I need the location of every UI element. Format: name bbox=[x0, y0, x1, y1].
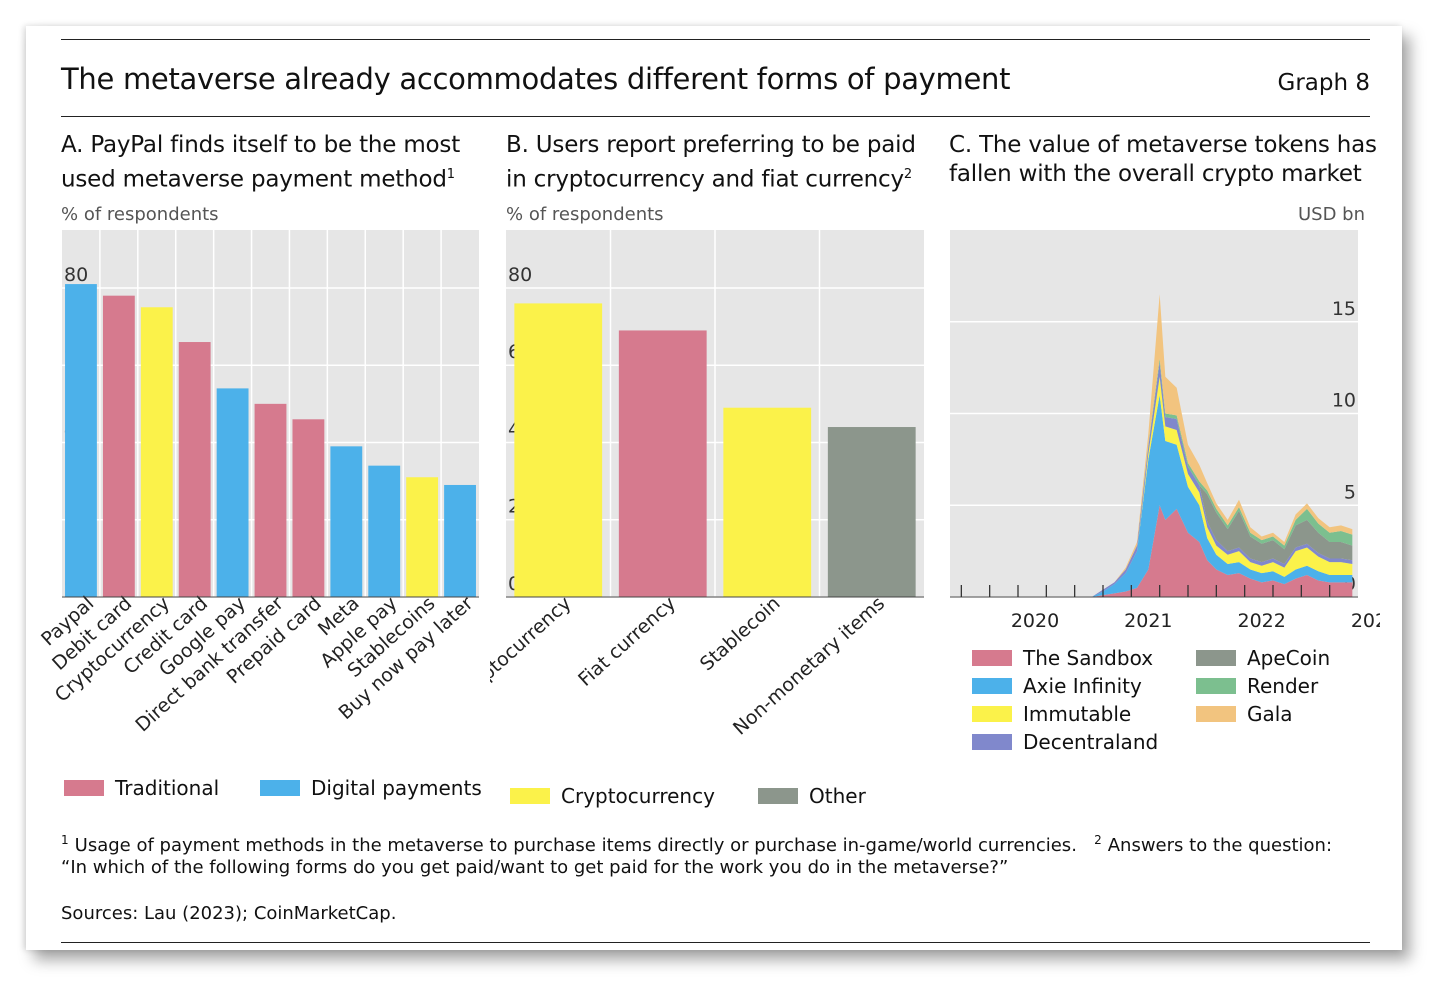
legend-swatch bbox=[510, 788, 550, 804]
legend-label: Digital payments bbox=[311, 776, 482, 800]
legend-traditional: Traditional bbox=[64, 776, 219, 800]
legend-label: Other bbox=[809, 784, 866, 808]
legend-swatch bbox=[260, 780, 300, 796]
panel-a-bar bbox=[330, 446, 363, 597]
panel-a-bar bbox=[102, 295, 135, 597]
legend-label: Axie Infinity bbox=[1023, 674, 1142, 698]
legend-digital-payments: Digital payments bbox=[260, 776, 482, 800]
panel-c-xtick-label: 2022 bbox=[1237, 610, 1285, 632]
panel-c-xtick-label: 2021 bbox=[1124, 610, 1172, 632]
legend-swatch bbox=[972, 678, 1012, 694]
panel-b-title-line2: in cryptocurrency and fiat currency bbox=[506, 166, 904, 193]
panel-a-bar bbox=[444, 484, 476, 597]
footnote-ref-2: 2 bbox=[903, 167, 912, 182]
panel-c-xtick-label: 2023 bbox=[1351, 610, 1380, 632]
panel-b-bar bbox=[618, 330, 707, 597]
panel-b-unit: % of respondents bbox=[506, 204, 664, 225]
legend-swatch bbox=[972, 706, 1012, 722]
panel-b-bar bbox=[514, 303, 603, 597]
panel-b-title: B. Users report preferring to be paid in… bbox=[506, 131, 916, 195]
legend-swatch bbox=[758, 788, 798, 804]
footnote-1-line: 1 Usage of payment methods in the metaver… bbox=[61, 826, 1332, 860]
panel-b-xtick-label: Stablecoin bbox=[696, 592, 785, 675]
panel-a-bar bbox=[406, 477, 439, 597]
legend-render: Render bbox=[1196, 674, 1318, 698]
legend-label: Gala bbox=[1247, 702, 1293, 726]
panel-a-bar bbox=[140, 307, 173, 597]
panel-b-bar bbox=[827, 427, 916, 597]
panel-a-unit: % of respondents bbox=[61, 204, 219, 225]
legend-label: The Sandbox bbox=[1023, 646, 1154, 670]
legend-other: Other bbox=[758, 784, 866, 808]
footnote-2-question: “In which of the following forms do you … bbox=[61, 857, 1009, 878]
panel-b-title-line1: B. Users report preferring to be paid bbox=[506, 132, 916, 158]
legend-cryptocurrency: Cryptocurrency bbox=[510, 784, 715, 808]
legend-swatch bbox=[1196, 650, 1236, 666]
legend-axie-infinity: Axie Infinity bbox=[972, 674, 1142, 698]
footnote-2-text: Answers to the question: bbox=[1107, 835, 1333, 856]
footnote-2-marker: 2 bbox=[1094, 833, 1102, 847]
legend-swatch bbox=[64, 780, 104, 796]
panel-a-title-line1: A. PayPal finds itself to be the most bbox=[61, 132, 461, 158]
panel-b-bar bbox=[723, 407, 812, 597]
footnote-1-marker: 1 bbox=[61, 833, 69, 847]
panel-b-ytick-label: 80 bbox=[508, 264, 532, 286]
panel-a-title: A. PayPal finds itself to be the most us… bbox=[61, 131, 460, 195]
bottom-rule bbox=[61, 942, 1370, 943]
footnote-ref-1: 1 bbox=[446, 167, 455, 182]
legend-immutable: Immutable bbox=[972, 702, 1131, 726]
panel-a-bar bbox=[292, 419, 325, 597]
panel-c-area bbox=[961, 395, 1353, 597]
panel-b-chart: 020406080CryptocurrencyFiat currencyStab… bbox=[490, 230, 924, 740]
sources: Sources: Lau (2023); CoinMarketCap. bbox=[61, 903, 397, 924]
panel-a-title-line2: used metaverse payment method bbox=[61, 166, 447, 193]
panel-c-area bbox=[961, 294, 1353, 597]
legend-label: Decentraland bbox=[1023, 730, 1159, 754]
legend-label: Cryptocurrency bbox=[561, 784, 715, 808]
panel-c-unit: USD bn bbox=[1297, 204, 1365, 225]
panel-c-area bbox=[961, 358, 1353, 597]
legend-swatch bbox=[1196, 706, 1236, 722]
panel-a-bar bbox=[368, 465, 401, 597]
legend-gala: Gala bbox=[1196, 702, 1293, 726]
panel-a-bar bbox=[178, 342, 211, 597]
panel-a-bar bbox=[254, 403, 287, 597]
legend-label: ApeCoin bbox=[1247, 646, 1331, 670]
panel-c-area bbox=[961, 505, 1353, 597]
footnote-1-text: Usage of payment methods in the metavers… bbox=[74, 835, 1077, 856]
legend-label: Traditional bbox=[115, 776, 220, 800]
legend-swatch bbox=[972, 650, 1012, 666]
legend-swatch bbox=[972, 734, 1012, 750]
panel-c-title: C. The value of metaverse tokens has fal… bbox=[949, 131, 1377, 189]
legend-label: Render bbox=[1247, 674, 1319, 698]
panel-c-ytick-label: 5 bbox=[1344, 481, 1356, 503]
panel-b-xtick-label: Cryptocurrency bbox=[490, 592, 576, 706]
panel-a-chart: 020406080PaypalDebit cardCryptocurrencyC… bbox=[40, 230, 479, 736]
legend-label: Immutable bbox=[1023, 702, 1132, 726]
panel-a-bar bbox=[216, 388, 249, 597]
panel-c-chart: 0510152020202120222023 bbox=[950, 230, 1380, 632]
graph-number: Graph 8 bbox=[1277, 70, 1371, 96]
legend-decentraland: Decentraland bbox=[972, 730, 1158, 754]
panel-c-title-line2: fallen with the overall crypto market bbox=[949, 161, 1362, 187]
panel-a-ytick-label: 80 bbox=[64, 264, 88, 286]
panel-c-title-line1: C. The value of metaverse tokens has bbox=[949, 132, 1377, 158]
panel-c-ytick-label: 15 bbox=[1332, 298, 1356, 320]
legend-apecoin: ApeCoin bbox=[1196, 646, 1330, 670]
title-rule bbox=[61, 116, 1370, 117]
legend-swatch bbox=[1196, 678, 1236, 694]
top-rule bbox=[61, 39, 1370, 40]
panel-c-ytick-label: 10 bbox=[1332, 390, 1356, 412]
legend-the-sandbox: The Sandbox bbox=[972, 646, 1153, 670]
panel-c-xtick-label: 2020 bbox=[1011, 610, 1059, 632]
panel-b-xtick-label: Fiat currency bbox=[574, 592, 680, 690]
panel-a-bar bbox=[65, 284, 97, 597]
graph-title: The metaverse already accommodates diffe… bbox=[61, 62, 1011, 96]
